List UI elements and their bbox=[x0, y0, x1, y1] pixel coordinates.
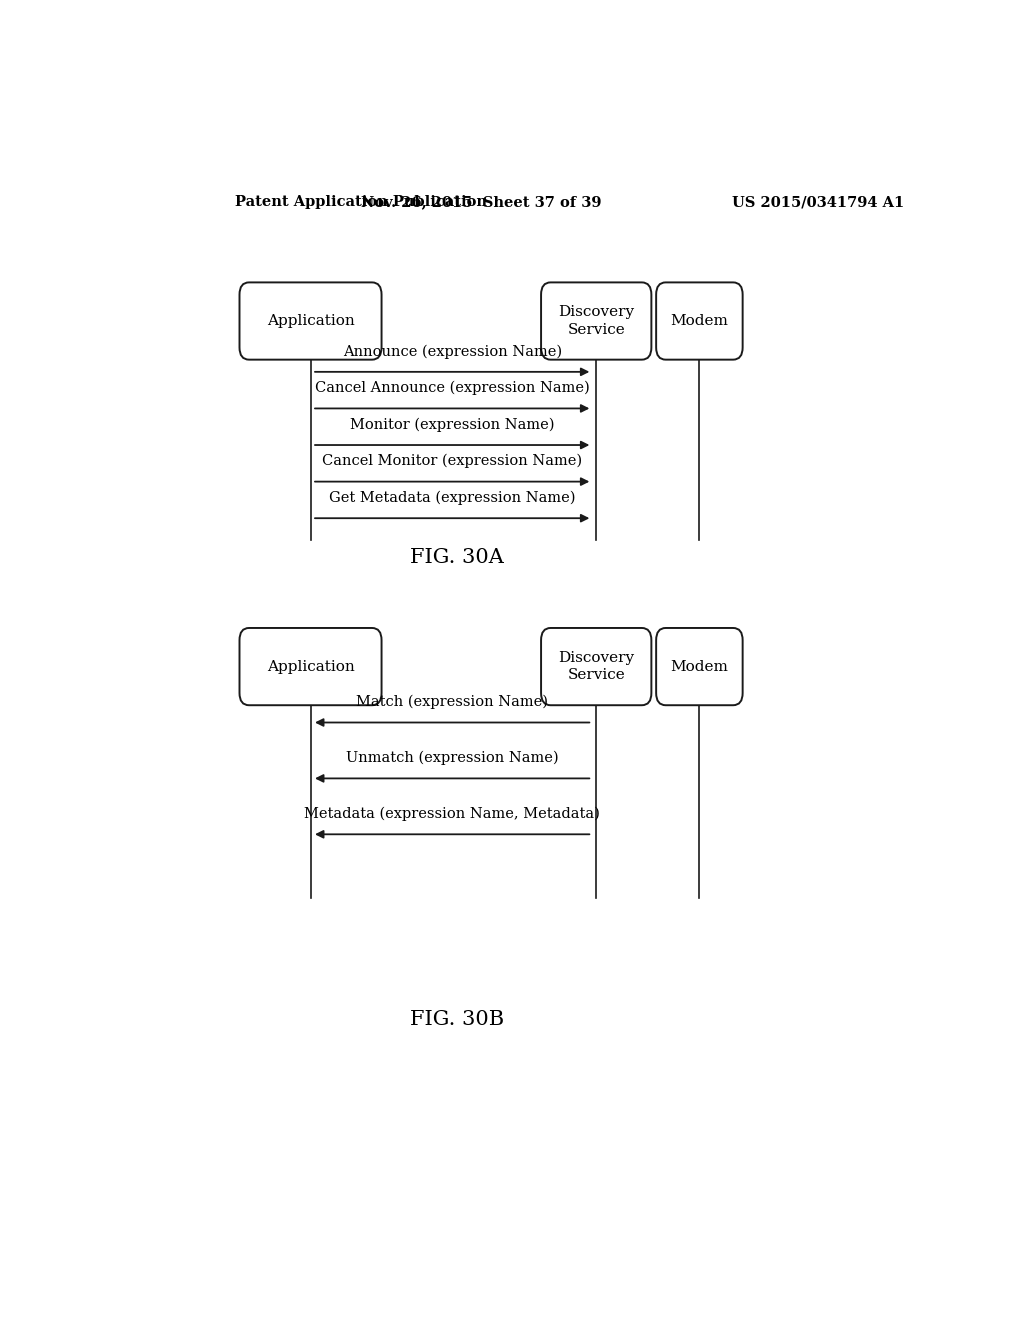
Text: Application: Application bbox=[266, 314, 354, 329]
Text: Metadata (expression Name, Metadata): Metadata (expression Name, Metadata) bbox=[304, 807, 600, 821]
FancyBboxPatch shape bbox=[240, 628, 382, 705]
Text: FIG. 30A: FIG. 30A bbox=[411, 548, 504, 568]
Text: Discovery
Service: Discovery Service bbox=[558, 651, 634, 682]
Text: Nov. 26, 2015  Sheet 37 of 39: Nov. 26, 2015 Sheet 37 of 39 bbox=[360, 195, 601, 209]
Text: Cancel Monitor (expression Name): Cancel Monitor (expression Name) bbox=[323, 454, 583, 469]
Text: Modem: Modem bbox=[671, 660, 728, 673]
FancyBboxPatch shape bbox=[656, 282, 742, 359]
FancyBboxPatch shape bbox=[541, 282, 651, 359]
Text: Unmatch (expression Name): Unmatch (expression Name) bbox=[346, 751, 558, 766]
Text: US 2015/0341794 A1: US 2015/0341794 A1 bbox=[732, 195, 904, 209]
Text: Application: Application bbox=[266, 660, 354, 673]
FancyBboxPatch shape bbox=[656, 628, 742, 705]
Text: Match (expression Name): Match (expression Name) bbox=[356, 694, 548, 709]
Text: Get Metadata (expression Name): Get Metadata (expression Name) bbox=[329, 491, 575, 506]
FancyBboxPatch shape bbox=[240, 282, 382, 359]
Text: Modem: Modem bbox=[671, 314, 728, 329]
Text: FIG. 30B: FIG. 30B bbox=[411, 1010, 505, 1028]
Text: Cancel Announce (expression Name): Cancel Announce (expression Name) bbox=[314, 381, 590, 395]
Text: Monitor (expression Name): Monitor (expression Name) bbox=[350, 417, 554, 432]
Text: Patent Application Publication: Patent Application Publication bbox=[236, 195, 487, 209]
Text: Announce (expression Name): Announce (expression Name) bbox=[343, 345, 562, 359]
FancyBboxPatch shape bbox=[541, 628, 651, 705]
Text: Discovery
Service: Discovery Service bbox=[558, 305, 634, 337]
